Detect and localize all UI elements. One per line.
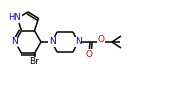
Text: N: N [11,38,17,47]
Text: O: O [98,35,105,44]
Text: HN: HN [8,13,21,22]
Text: Br: Br [30,57,39,66]
Text: N: N [75,38,81,47]
Text: O: O [86,50,93,59]
Text: N: N [49,38,55,47]
